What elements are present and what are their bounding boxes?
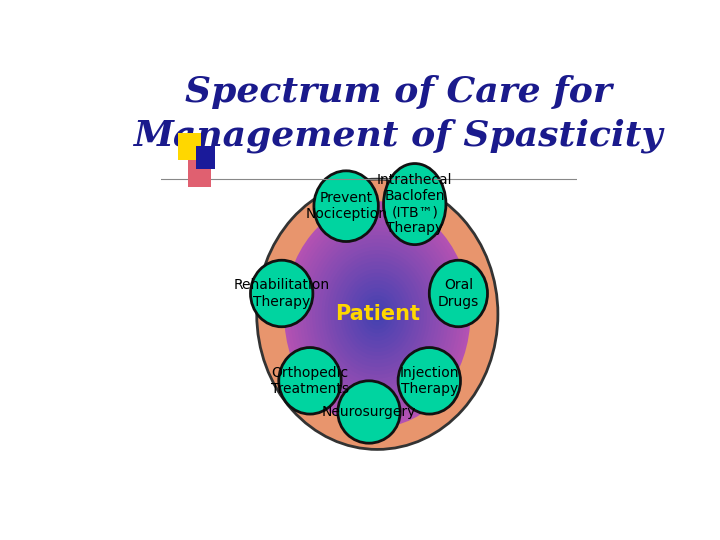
Text: Neurosurgery: Neurosurgery bbox=[322, 405, 416, 419]
Ellipse shape bbox=[338, 381, 400, 443]
Text: Injection
Therapy: Injection Therapy bbox=[400, 366, 459, 396]
Ellipse shape bbox=[330, 258, 424, 371]
Ellipse shape bbox=[279, 348, 341, 414]
Ellipse shape bbox=[309, 231, 446, 397]
Ellipse shape bbox=[321, 246, 433, 382]
Ellipse shape bbox=[306, 227, 449, 401]
Ellipse shape bbox=[287, 205, 467, 423]
Ellipse shape bbox=[384, 164, 446, 245]
Ellipse shape bbox=[368, 303, 387, 326]
Ellipse shape bbox=[343, 273, 411, 356]
Text: Intrathecal
Baclofen
(ITB™)
Therapy: Intrathecal Baclofen (ITB™) Therapy bbox=[377, 173, 452, 235]
Ellipse shape bbox=[290, 209, 464, 420]
Ellipse shape bbox=[374, 310, 380, 318]
Ellipse shape bbox=[303, 224, 452, 405]
Ellipse shape bbox=[365, 299, 390, 329]
Ellipse shape bbox=[314, 171, 378, 241]
Ellipse shape bbox=[328, 254, 427, 375]
Text: Oral
Drugs: Oral Drugs bbox=[438, 279, 479, 308]
Ellipse shape bbox=[356, 288, 399, 341]
Text: Management of Spasticity: Management of Spasticity bbox=[133, 119, 663, 153]
Ellipse shape bbox=[325, 250, 430, 379]
Ellipse shape bbox=[398, 348, 461, 414]
Ellipse shape bbox=[297, 216, 458, 413]
Ellipse shape bbox=[353, 284, 402, 345]
Text: Prevent
Nociception: Prevent Nociception bbox=[305, 191, 387, 221]
Bar bbox=[197, 146, 215, 168]
Ellipse shape bbox=[359, 292, 396, 337]
Ellipse shape bbox=[312, 235, 443, 394]
Ellipse shape bbox=[429, 260, 487, 327]
Ellipse shape bbox=[257, 179, 498, 449]
Ellipse shape bbox=[340, 269, 415, 360]
Text: Spectrum of Care for: Spectrum of Care for bbox=[184, 75, 611, 109]
Ellipse shape bbox=[300, 220, 455, 409]
Bar bbox=[188, 160, 211, 187]
Ellipse shape bbox=[371, 307, 384, 322]
Ellipse shape bbox=[284, 201, 470, 427]
Ellipse shape bbox=[318, 242, 436, 386]
Ellipse shape bbox=[334, 261, 420, 367]
Text: Patient: Patient bbox=[335, 304, 420, 325]
Ellipse shape bbox=[315, 239, 439, 390]
Text: Orthopedic
Treatments: Orthopedic Treatments bbox=[271, 366, 349, 396]
Ellipse shape bbox=[361, 295, 393, 333]
Bar bbox=[178, 133, 201, 160]
Ellipse shape bbox=[337, 265, 418, 363]
Ellipse shape bbox=[294, 213, 461, 416]
Ellipse shape bbox=[346, 276, 408, 352]
Text: Rehabilitation
Therapy: Rehabilitation Therapy bbox=[233, 279, 330, 308]
Ellipse shape bbox=[349, 280, 405, 348]
Ellipse shape bbox=[251, 260, 313, 327]
